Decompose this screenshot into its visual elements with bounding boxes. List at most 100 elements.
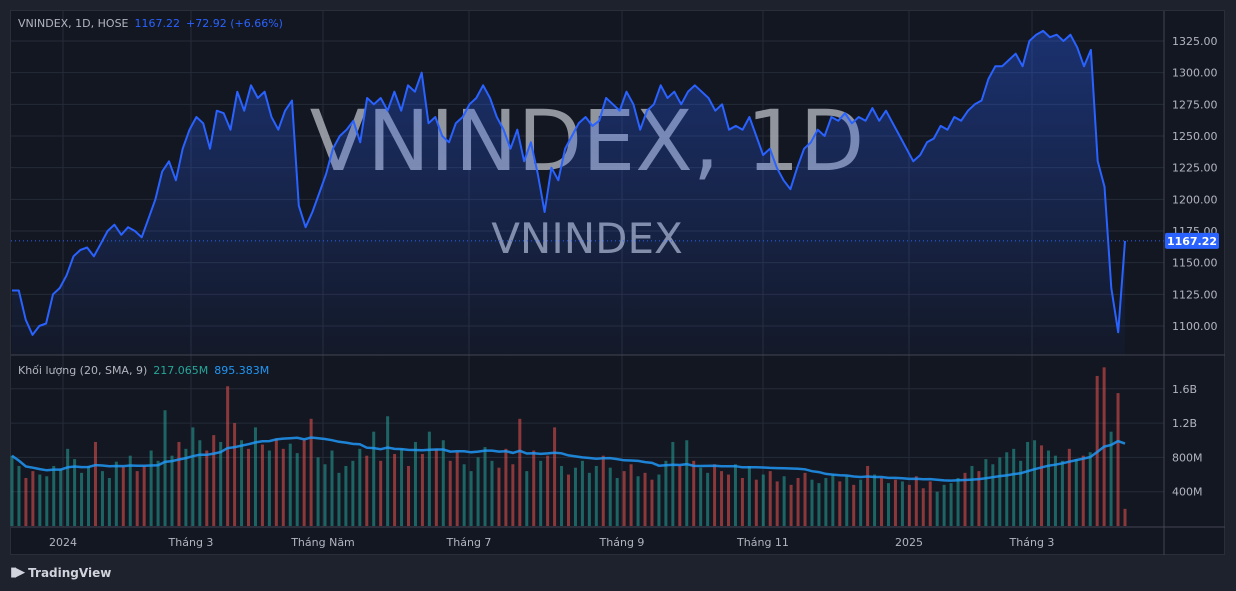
volume-bar bbox=[1081, 455, 1085, 526]
last-price: 1167.22 bbox=[134, 17, 181, 30]
volume-bar bbox=[845, 476, 849, 526]
volume-bar bbox=[594, 465, 598, 526]
volume-bar bbox=[114, 461, 118, 526]
price-tick-label: 1200.00 bbox=[1172, 193, 1218, 206]
time-tick-label: Tháng 7 bbox=[446, 536, 492, 549]
volume-bar bbox=[462, 464, 466, 526]
volume-bar bbox=[831, 474, 835, 526]
volume-bar bbox=[1088, 452, 1092, 526]
volume-bar bbox=[434, 448, 438, 526]
volume-bar bbox=[977, 471, 981, 526]
volume-tick-label: 1.2B bbox=[1172, 417, 1197, 430]
volume-bar bbox=[733, 464, 737, 526]
volume-bar bbox=[247, 448, 251, 526]
volume-bar bbox=[24, 477, 28, 526]
volume-bar bbox=[504, 448, 508, 526]
volume-bar bbox=[789, 484, 793, 526]
volume-bar bbox=[893, 479, 897, 526]
volume-bar bbox=[775, 481, 779, 526]
volume-bar bbox=[163, 410, 167, 526]
volume-bar bbox=[782, 476, 786, 526]
volume-bar bbox=[692, 460, 696, 526]
volume-bar bbox=[866, 465, 870, 526]
volume-bar bbox=[768, 471, 772, 526]
volume-bar bbox=[469, 471, 473, 526]
volume-bar bbox=[539, 460, 543, 526]
volume-bar bbox=[1046, 450, 1050, 526]
volume-bar bbox=[852, 484, 856, 526]
volume-bar bbox=[636, 476, 640, 526]
last-price-badge bbox=[1165, 232, 1219, 249]
volume-tick-label: 400M bbox=[1172, 486, 1203, 499]
volume-bar bbox=[59, 469, 63, 526]
volume-bar bbox=[956, 477, 960, 526]
volume-bar bbox=[706, 472, 710, 526]
volume-bar bbox=[184, 448, 188, 526]
volume-bar bbox=[295, 453, 299, 526]
symbol-label: VNINDEX, 1D, HOSE bbox=[18, 17, 129, 30]
price-change: +72.92 (+6.66%) bbox=[186, 17, 283, 30]
volume-bar bbox=[260, 444, 264, 526]
volume-bar bbox=[928, 481, 932, 526]
tradingview-brand: TradingView bbox=[28, 565, 112, 580]
volume-bar bbox=[921, 488, 925, 526]
volume-bar bbox=[643, 472, 647, 526]
volume-bar bbox=[1033, 440, 1037, 526]
volume-bar bbox=[288, 443, 292, 526]
volume-bar bbox=[629, 464, 633, 526]
volume-bar bbox=[810, 479, 814, 526]
volume-bar bbox=[657, 474, 661, 526]
volume-bar bbox=[970, 465, 974, 526]
volume-bar bbox=[177, 441, 181, 526]
price-tick-label: 1250.00 bbox=[1172, 130, 1218, 143]
volume-bar bbox=[100, 471, 104, 526]
volume-bar bbox=[859, 479, 863, 526]
volume-bar bbox=[219, 441, 223, 526]
volume-bar bbox=[907, 484, 911, 526]
volume-bar bbox=[337, 472, 341, 526]
price-tick-label: 1275.00 bbox=[1172, 98, 1218, 111]
volume-bar bbox=[935, 491, 939, 526]
volume-bar bbox=[205, 450, 209, 526]
volume-bar bbox=[1067, 448, 1071, 526]
volume-bar bbox=[309, 418, 313, 526]
volume-bar bbox=[38, 474, 42, 526]
volume-bar bbox=[984, 459, 988, 526]
volume-bar bbox=[379, 460, 383, 526]
volume-bar bbox=[685, 440, 689, 526]
volume-bar bbox=[17, 465, 21, 526]
volume-bar bbox=[900, 481, 904, 526]
volume-bar bbox=[942, 484, 946, 526]
tradingview-logo[interactable]: ▮▶ TradingView bbox=[10, 565, 111, 580]
volume-bar bbox=[400, 448, 404, 526]
volume-bar bbox=[87, 465, 91, 526]
volume-bar bbox=[490, 460, 494, 526]
volume-bar bbox=[483, 447, 487, 526]
volume-value: 217.065M bbox=[153, 364, 209, 377]
volume-bar bbox=[1012, 448, 1016, 526]
time-tick-label: 2025 bbox=[895, 536, 923, 549]
volume-bar bbox=[886, 483, 890, 526]
volume-bar bbox=[587, 472, 591, 526]
volume-bar bbox=[226, 386, 230, 526]
volume-bar bbox=[873, 474, 877, 526]
volume-bar bbox=[608, 467, 612, 526]
time-tick-label: Tháng Năm bbox=[290, 536, 355, 549]
volume-bar bbox=[66, 448, 70, 526]
volume-bar bbox=[344, 465, 348, 526]
volume-bar bbox=[699, 467, 703, 526]
volume-bar bbox=[998, 457, 1002, 526]
volume-bar bbox=[358, 448, 362, 526]
tradingview-icon: ▮▶ bbox=[10, 565, 25, 580]
volume-bar bbox=[365, 455, 369, 526]
volume-bar bbox=[372, 431, 376, 526]
price-tick-label: 1100.00 bbox=[1172, 320, 1218, 333]
volume-bar bbox=[455, 452, 459, 526]
volume-bar bbox=[525, 471, 529, 526]
time-tick-label: Tháng 9 bbox=[599, 536, 645, 549]
volume-bar bbox=[567, 474, 570, 526]
volume-bar bbox=[1053, 455, 1057, 526]
volume-bar bbox=[1040, 445, 1044, 526]
volume-bar bbox=[1074, 459, 1078, 526]
